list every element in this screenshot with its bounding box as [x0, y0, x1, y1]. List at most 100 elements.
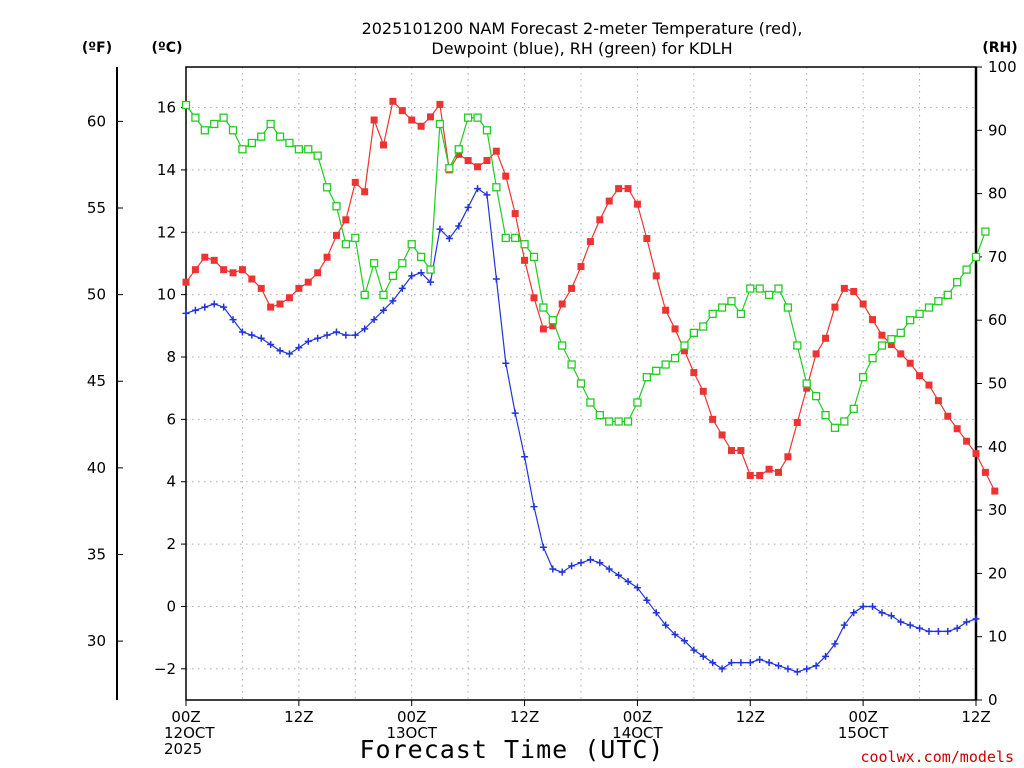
rh-point — [971, 252, 981, 262]
time-tick-label: 2025 — [164, 740, 202, 758]
celsius-tick-label: −2 — [154, 660, 176, 678]
temperature-point — [220, 266, 228, 274]
dewpoint-point — [577, 559, 585, 567]
temperature-point — [991, 487, 999, 495]
dewpoint-point — [878, 609, 886, 617]
dewpoint-series — [182, 185, 980, 676]
temperature-point — [483, 157, 491, 165]
rh-point — [463, 113, 473, 122]
title-line-1: 2025101200 NAM Forecast 2-meter Temperat… — [362, 19, 803, 38]
rh-point — [849, 404, 858, 413]
rh-point — [576, 379, 586, 388]
rh-point — [332, 202, 341, 211]
celsius-axis: −2 0 2 4 6 8 10 12 14 16 — [154, 99, 186, 678]
celsius-tick-label: 0 — [166, 597, 176, 615]
rh-point — [802, 379, 811, 388]
rh-point — [341, 240, 351, 249]
x-axis-title: Forecast Time (UTC) — [360, 735, 665, 764]
dewpoint-point — [248, 331, 256, 339]
dewpoint-point — [314, 334, 322, 342]
temperature-point — [662, 306, 670, 314]
temperature-point — [615, 185, 623, 193]
dewpoint-point — [793, 668, 801, 676]
rh-point — [501, 233, 510, 243]
dewpoint-point — [455, 222, 463, 230]
rh-point — [398, 259, 407, 268]
temperature-point — [840, 284, 848, 292]
temperature-point — [351, 178, 359, 186]
temperature-point — [671, 325, 679, 333]
rh-point — [529, 252, 539, 262]
rh-point — [257, 132, 266, 141]
temperature-point — [398, 107, 406, 115]
dewpoint-point — [944, 627, 952, 635]
dewpoint-point — [323, 331, 331, 339]
rh-point — [821, 410, 830, 420]
rh-point — [407, 240, 416, 249]
dewpoint-point — [972, 615, 980, 623]
rh-point — [793, 341, 802, 350]
dewpoint-point — [558, 568, 566, 576]
dewpoint-point — [727, 659, 735, 667]
rh-tick-label: 80 — [988, 185, 1007, 203]
temperature-point — [417, 122, 425, 130]
rh-point — [981, 227, 990, 236]
temperature-point — [709, 415, 717, 423]
dewpoint-point — [916, 624, 924, 632]
rh-point — [953, 278, 962, 287]
temperature-point — [963, 437, 971, 445]
title-line-2: Dewpoint (blue), RH (green) for KDLH — [431, 39, 732, 58]
temperature-point — [464, 157, 472, 165]
rh-point — [934, 297, 943, 306]
dewpoint-point — [370, 316, 378, 324]
dewpoint-point — [953, 624, 961, 632]
temperature-series — [182, 97, 999, 495]
time-tick-label: 12Z — [736, 708, 765, 726]
rh-point — [567, 360, 576, 369]
rh-point — [369, 259, 379, 268]
temperature-point — [539, 325, 547, 333]
dewpoint-point — [342, 331, 350, 339]
temperature-point — [605, 197, 613, 205]
temperature-point — [474, 163, 482, 171]
rh-point — [435, 119, 445, 129]
dewpoint-point — [586, 556, 594, 564]
temperature-point — [295, 284, 303, 292]
time-tick-label: 00Z — [171, 708, 200, 726]
rh-point — [482, 126, 492, 135]
temperature-point — [680, 347, 688, 355]
dewpoint-point — [803, 665, 811, 673]
rh-tick-label: 10 — [988, 628, 1007, 646]
dewpoint-point — [492, 275, 500, 283]
temperature-point — [972, 450, 980, 458]
dewpoint-point — [427, 278, 435, 286]
rh-axis: 0 10 20 30 40 50 60 70 80 90 100 — [976, 58, 1017, 709]
celsius-tick-label: 10 — [157, 286, 176, 304]
dewpoint-point — [680, 637, 688, 645]
rh-point — [454, 145, 463, 154]
temperature-point — [276, 300, 284, 308]
temperature-point — [803, 384, 811, 392]
rh-point — [322, 183, 332, 192]
time-tick-label: 13OCT — [386, 724, 437, 742]
rh-tick-label: 20 — [988, 564, 1007, 582]
temperature-point — [878, 331, 886, 339]
rh-unit-label: (RH) — [982, 40, 1017, 56]
temperature-point — [953, 425, 961, 433]
rh-point — [520, 240, 529, 249]
temperature-point — [831, 303, 839, 311]
dewpoint-point — [238, 328, 246, 336]
dewpoint-point — [775, 662, 782, 670]
rh-point — [689, 328, 699, 338]
dewpoint-point — [822, 652, 830, 660]
rh-point — [275, 132, 285, 141]
temperature-point — [314, 269, 322, 277]
dewpoint-point — [267, 341, 275, 349]
temperature-point — [370, 116, 378, 124]
celsius-tick-label: 2 — [166, 535, 176, 553]
rh-point — [924, 303, 934, 312]
dewpoint-point — [539, 543, 547, 551]
temperature-point — [727, 447, 735, 455]
rh-point — [228, 126, 238, 135]
dewpoint-point — [963, 618, 971, 626]
